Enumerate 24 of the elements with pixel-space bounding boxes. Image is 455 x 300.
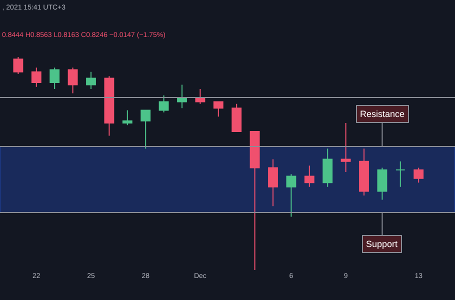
candlestick: [286, 174, 296, 218]
candlestick: [359, 148, 369, 196]
candlestick: [395, 160, 406, 188]
annotation: Support: [366, 239, 398, 249]
candlestick: [232, 103, 242, 132]
candlestick: [213, 101, 224, 118]
candlestick: [322, 148, 333, 188]
candlestick: [86, 71, 96, 90]
candlestick: [13, 57, 24, 75]
candlestick: [268, 158, 278, 207]
candlestick: [104, 76, 114, 136]
candlestick: [414, 167, 424, 184]
candlestick: [304, 165, 314, 188]
candlestick: [140, 110, 151, 150]
candlestick: [50, 67, 60, 90]
candlestick: [250, 131, 260, 270]
candlestick: [68, 67, 78, 94]
candlestick: [122, 110, 132, 126]
annotation: Resistance: [360, 109, 405, 119]
candlestick: [31, 67, 42, 88]
candlestick: [158, 94, 169, 113]
candlestick: [177, 84, 187, 109]
candlestick: [377, 167, 388, 200]
candlestick: [340, 122, 351, 173]
